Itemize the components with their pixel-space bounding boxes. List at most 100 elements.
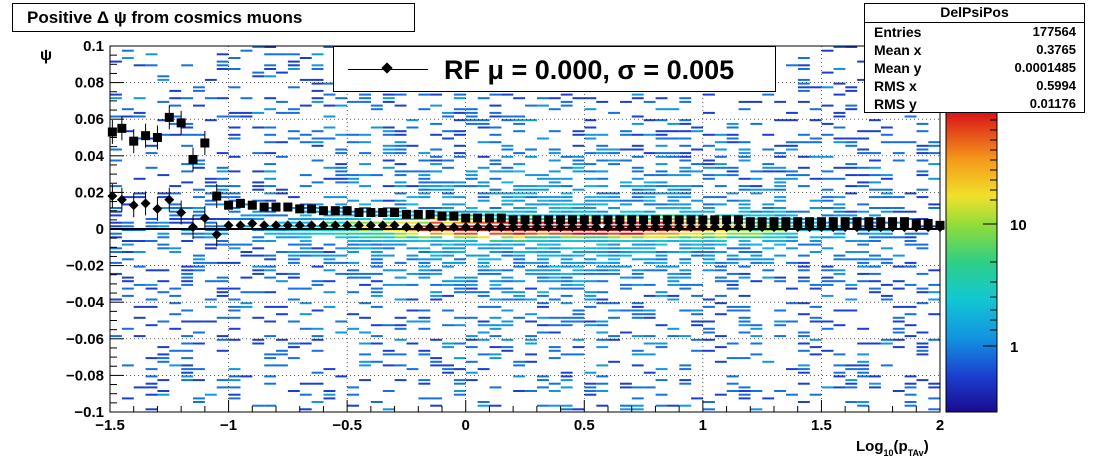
heat-cell <box>537 221 549 224</box>
heat-cell <box>596 221 609 224</box>
heat-cell <box>667 280 680 283</box>
heat-cell <box>311 78 324 81</box>
data-point-diamond <box>603 222 613 233</box>
heat-cell <box>287 225 300 228</box>
heat-cell <box>750 221 763 224</box>
heat-cell <box>489 177 502 180</box>
heat-cell <box>643 174 656 177</box>
heat-cell <box>370 265 383 268</box>
heat-cell <box>833 93 846 96</box>
heat-cell <box>643 133 656 136</box>
heat-cell <box>394 174 407 177</box>
heat-cell <box>833 115 846 118</box>
heat-cell <box>596 192 609 195</box>
heat-cell <box>572 261 585 264</box>
data-point-diamond <box>235 220 246 231</box>
heat-cell <box>335 331 348 334</box>
heat-cell <box>631 313 644 316</box>
data-point-diamond <box>223 220 234 231</box>
heat-cell <box>620 386 632 389</box>
heat-cell <box>655 214 668 217</box>
heat-cell <box>537 196 549 199</box>
heat-cell <box>928 291 941 294</box>
heat-cell <box>762 221 775 224</box>
heat-cell <box>631 335 644 338</box>
heat-cell <box>537 316 549 319</box>
heat-cell <box>916 291 929 294</box>
heat-cell <box>430 185 443 188</box>
heat-cell <box>596 177 609 180</box>
heat-cell <box>513 254 526 257</box>
data-point-square <box>532 215 542 225</box>
heat-cell <box>406 342 419 345</box>
heat-cell <box>501 155 514 158</box>
data-point-square <box>544 215 554 225</box>
heat-cell <box>394 298 407 301</box>
heat-cell <box>204 298 217 301</box>
data-point-diamond <box>460 222 471 233</box>
heat-cell <box>845 251 858 253</box>
heat-cell <box>809 393 822 396</box>
heat-cell <box>335 320 348 323</box>
heat-cell <box>430 294 443 297</box>
heat-cell <box>797 265 810 268</box>
heat-cell <box>264 335 277 338</box>
heat-cell <box>880 196 893 199</box>
heat-cell <box>857 78 870 81</box>
data-point-square <box>840 217 850 227</box>
heat-cell <box>584 152 597 155</box>
heat-cell <box>276 100 288 103</box>
heat-cell <box>525 313 537 316</box>
heat-cell <box>382 185 395 188</box>
heat-cell <box>750 254 763 257</box>
heat-cell <box>750 185 763 188</box>
heat-cell <box>880 232 893 235</box>
heat-cell <box>762 148 775 151</box>
heat-cell <box>655 269 668 272</box>
heat-cell <box>442 368 454 371</box>
heat-cell <box>916 243 929 246</box>
heat-cell <box>916 349 929 352</box>
data-point-square <box>639 215 649 225</box>
heat-cell <box>892 265 905 268</box>
data-point-square <box>461 213 471 223</box>
heat-cell <box>121 221 134 224</box>
heat-cell <box>845 108 858 111</box>
heat-cell <box>572 225 585 228</box>
heat-cell <box>928 408 941 411</box>
heat-cell <box>311 89 324 92</box>
heat-cell <box>477 353 490 356</box>
heat-cell <box>857 280 870 283</box>
heat-cell <box>465 221 478 224</box>
heat-cell <box>797 382 810 385</box>
heat-cell <box>869 221 881 224</box>
heat-cell <box>430 207 443 209</box>
heat-cell <box>892 280 905 283</box>
heat-cell <box>608 199 620 202</box>
heat-cell <box>631 122 644 125</box>
heat-cell <box>631 272 644 275</box>
colorbar-label-10: 10 <box>1010 217 1027 234</box>
heat-cell <box>572 316 585 319</box>
heat-cell <box>287 130 300 133</box>
heat-cell <box>703 163 715 166</box>
data-point-diamond <box>140 198 151 209</box>
heat-cell <box>181 280 194 283</box>
heat-cell <box>465 287 478 290</box>
heat-cell <box>809 320 822 323</box>
heat-cell <box>276 141 288 144</box>
heat-cell <box>382 283 395 286</box>
heat-cell <box>774 232 787 235</box>
heat-cell <box>370 287 383 290</box>
heat-cell <box>916 152 929 155</box>
heat-cell <box>880 283 893 286</box>
heat-cell <box>809 221 822 224</box>
heat-cell <box>347 221 360 224</box>
heat-cell <box>738 108 751 111</box>
heat-cell <box>252 181 265 184</box>
heat-cell <box>857 232 870 235</box>
heat-cell <box>821 188 834 191</box>
heat-cell <box>892 196 905 199</box>
data-point-diamond <box>757 222 768 233</box>
heat-cell <box>786 320 798 323</box>
